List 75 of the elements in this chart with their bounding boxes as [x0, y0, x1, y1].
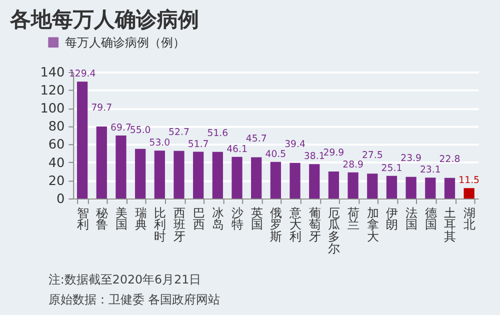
x-tick-label: 沙特 [232, 206, 244, 232]
x-tick-label: 英国 [250, 206, 263, 232]
data-label: 39.4 [284, 139, 306, 150]
text: 注:数据截至2020年6月21日 [48, 272, 202, 286]
legend-label: 每万人确诊病例（例） [65, 35, 186, 50]
bar [464, 188, 474, 199]
y-tick-label: 80 [48, 120, 65, 135]
y-tick-label: 20 [48, 174, 65, 189]
data-label: 22.8 [439, 154, 460, 166]
x-tick-label: 美国 [115, 206, 128, 232]
data-label: 51.7 [188, 138, 209, 150]
x-tick-label: 德国 [424, 206, 437, 232]
x-tick-label: 冰岛 [212, 206, 224, 232]
y-tick-label: 100 [40, 102, 65, 117]
bar [96, 126, 107, 199]
data-label: 11.5 [458, 175, 480, 186]
data-label: 23.1 [420, 164, 441, 176]
bar [174, 150, 184, 199]
data-label: 38.1 [304, 151, 325, 162]
x-tick-label: 厄瓜多尔 [328, 206, 340, 256]
bar [348, 172, 358, 199]
bar [309, 164, 320, 199]
bar [425, 178, 436, 199]
data-label: 51.6 [207, 128, 228, 140]
chart-title: 各地每万人确诊病例 [9, 8, 200, 32]
x-tick-label: 伊朗 [386, 206, 398, 232]
x-tick-label: 巴西 [192, 206, 205, 232]
data-label: 25.1 [381, 162, 402, 174]
data-label: 69.7 [110, 122, 132, 134]
data-label: 52.7 [168, 127, 190, 138]
x-tick-label: 法国 [406, 206, 418, 232]
x-tick-label: 加拿大 [366, 206, 379, 244]
bar [406, 176, 416, 199]
bar [270, 162, 282, 199]
data-label: 53.0 [149, 138, 170, 149]
bar [116, 136, 126, 199]
bar [135, 148, 146, 199]
bar [212, 152, 223, 199]
data-label: 129.4 [68, 68, 96, 80]
data-label: 27.5 [362, 150, 383, 161]
x-tick-label: 秘鲁 [96, 206, 108, 232]
x-tick-label: 意大利 [288, 206, 302, 244]
bar [386, 176, 398, 199]
data-label: 46.1 [226, 144, 248, 155]
bar [367, 174, 378, 199]
data-label: 40.5 [265, 148, 286, 160]
x-tick-label: 瑞典 [134, 206, 147, 232]
text: 原始数据：卫健委 各国政府网站 [48, 292, 220, 306]
bar [444, 178, 456, 199]
x-tick-label: 湖北 [464, 206, 476, 232]
x-tick-label: 比利时 [154, 206, 166, 244]
y-tick-label: 0 [56, 192, 65, 207]
bar [251, 157, 262, 199]
data-label: 29.9 [323, 148, 344, 159]
data-label: 23.9 [400, 153, 422, 164]
x-tick-label: 荷兰 [348, 206, 360, 232]
x-tick-label: 西班牙 [173, 206, 186, 244]
x-tick-label: 葡萄牙 [308, 206, 321, 244]
y-tick-label: 140 [40, 65, 65, 80]
bar [328, 171, 340, 199]
y-tick-label: 60 [48, 138, 65, 153]
bar [193, 152, 204, 199]
x-tick-label: 土耳其 [444, 206, 456, 244]
bar [76, 82, 88, 199]
x-tick-label: 智利 [76, 206, 89, 232]
bar [290, 162, 300, 199]
bar [232, 156, 242, 199]
y-tick-label: 40 [48, 156, 65, 171]
data-label: 45.7 [246, 133, 267, 144]
x-tick-label: 俄罗斯 [270, 206, 282, 244]
bar [154, 150, 165, 199]
data-label: 28.9 [342, 159, 364, 170]
data-label: 79.7 [91, 102, 112, 114]
y-tick-label: 120 [40, 84, 65, 99]
data-label: 55.0 [130, 125, 151, 136]
